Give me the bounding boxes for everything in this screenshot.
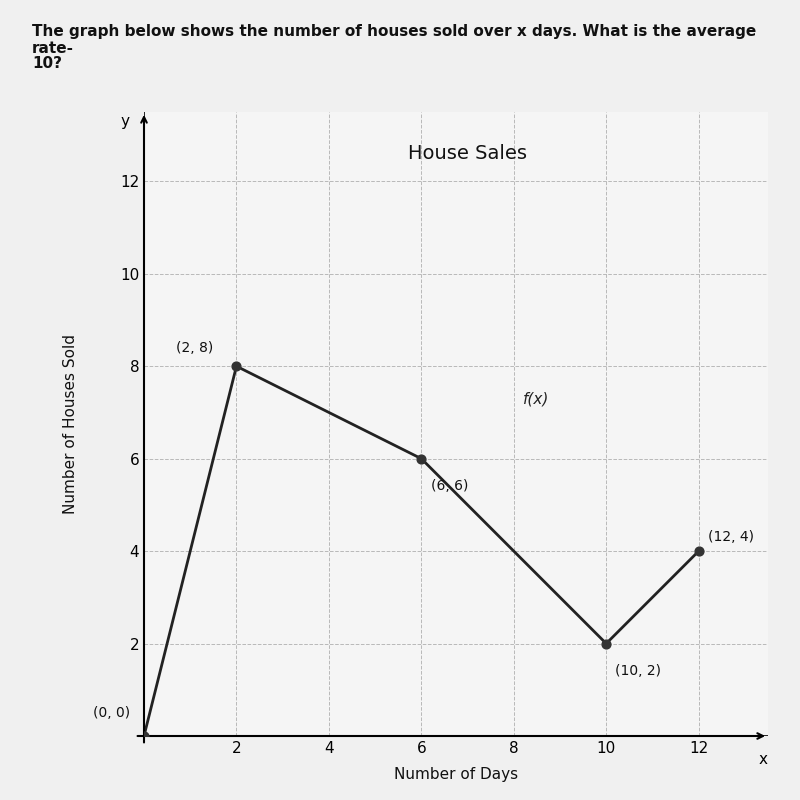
X-axis label: Number of Days: Number of Days <box>394 767 518 782</box>
Text: (2, 8): (2, 8) <box>176 341 214 354</box>
Point <box>415 452 428 465</box>
Text: The graph below shows the number of houses sold over x days. What is the average: The graph below shows the number of hous… <box>32 24 756 56</box>
Text: (10, 2): (10, 2) <box>615 664 662 678</box>
Text: House Sales: House Sales <box>408 144 527 163</box>
Point <box>138 730 150 742</box>
Text: y: y <box>121 114 130 129</box>
Text: 10?: 10? <box>32 56 62 71</box>
Point <box>230 360 243 373</box>
Point <box>600 637 613 650</box>
Point <box>692 545 705 558</box>
Text: (12, 4): (12, 4) <box>708 530 754 544</box>
Y-axis label: Number of Houses Sold: Number of Houses Sold <box>63 334 78 514</box>
Text: (6, 6): (6, 6) <box>430 479 468 494</box>
Text: f(x): f(x) <box>523 391 550 406</box>
Text: x: x <box>758 752 768 766</box>
Text: (0, 0): (0, 0) <box>93 706 130 720</box>
